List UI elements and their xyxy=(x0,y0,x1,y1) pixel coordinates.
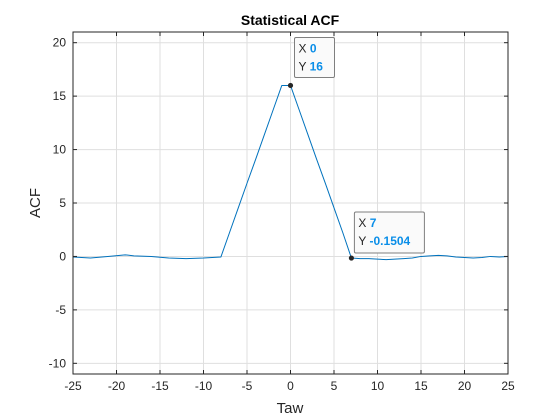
tick-labels: -25 -20 -15 -10 -5 0 5 10 15 20 25 -10 -5 0 5 10 15 20 xyxy=(49,36,515,393)
datatip[interactable]: X 7 Y -0.1504 xyxy=(348,211,425,261)
datatip-marker xyxy=(348,255,354,261)
x-tick-label: 20 xyxy=(458,379,472,393)
datatip-y-row: Y -0.1504 xyxy=(358,234,410,248)
datatip-x-row: X 7 xyxy=(358,216,376,230)
datatip-box xyxy=(294,36,335,78)
datatips[interactable]: X 0 Y 16 X 7 Y -0.1504 xyxy=(287,36,425,261)
x-tick-label: 15 xyxy=(414,379,428,393)
axes-box xyxy=(72,31,509,375)
y-tick-label: 5 xyxy=(59,196,66,210)
datatip-x-value: 7 xyxy=(370,216,377,230)
datatip-x-value: 0 xyxy=(310,41,317,55)
x-tick-label: -25 xyxy=(64,379,82,393)
x-tick-label: 10 xyxy=(371,379,385,393)
datatip-y-row: Y 16 xyxy=(299,59,324,73)
x-tick-label: -5 xyxy=(242,379,253,393)
series-layer xyxy=(72,84,509,261)
x-tick-label: 5 xyxy=(331,379,338,393)
y-axis-label: ACF xyxy=(27,188,44,218)
y-tick-label: 0 xyxy=(59,249,66,263)
x-tick-label: -10 xyxy=(195,379,213,393)
chart-title: Statistical ACF xyxy=(241,12,340,28)
y-tick-label: -10 xyxy=(49,356,67,370)
x-tick-label: 0 xyxy=(287,379,294,393)
axes-frame xyxy=(72,31,509,375)
datatip-x-row: X 0 xyxy=(299,41,317,55)
x-tick-label: -15 xyxy=(151,379,169,393)
datatip-y-value: 16 xyxy=(310,59,324,73)
x-axis-label: Taw xyxy=(277,400,304,417)
x-tick-label: -20 xyxy=(108,379,126,393)
x-tick-label: 25 xyxy=(501,379,515,393)
acf-series-line xyxy=(72,84,509,261)
datatip-y-value: -0.1504 xyxy=(370,234,411,248)
y-tick-label: 20 xyxy=(53,36,67,50)
datatip[interactable]: X 0 Y 16 xyxy=(287,36,335,89)
y-tick-label: -5 xyxy=(55,303,66,317)
y-tick-label: 15 xyxy=(53,89,67,103)
datatip-box xyxy=(353,211,425,254)
datatip-marker xyxy=(287,82,294,89)
y-tick-label: 10 xyxy=(53,143,67,157)
